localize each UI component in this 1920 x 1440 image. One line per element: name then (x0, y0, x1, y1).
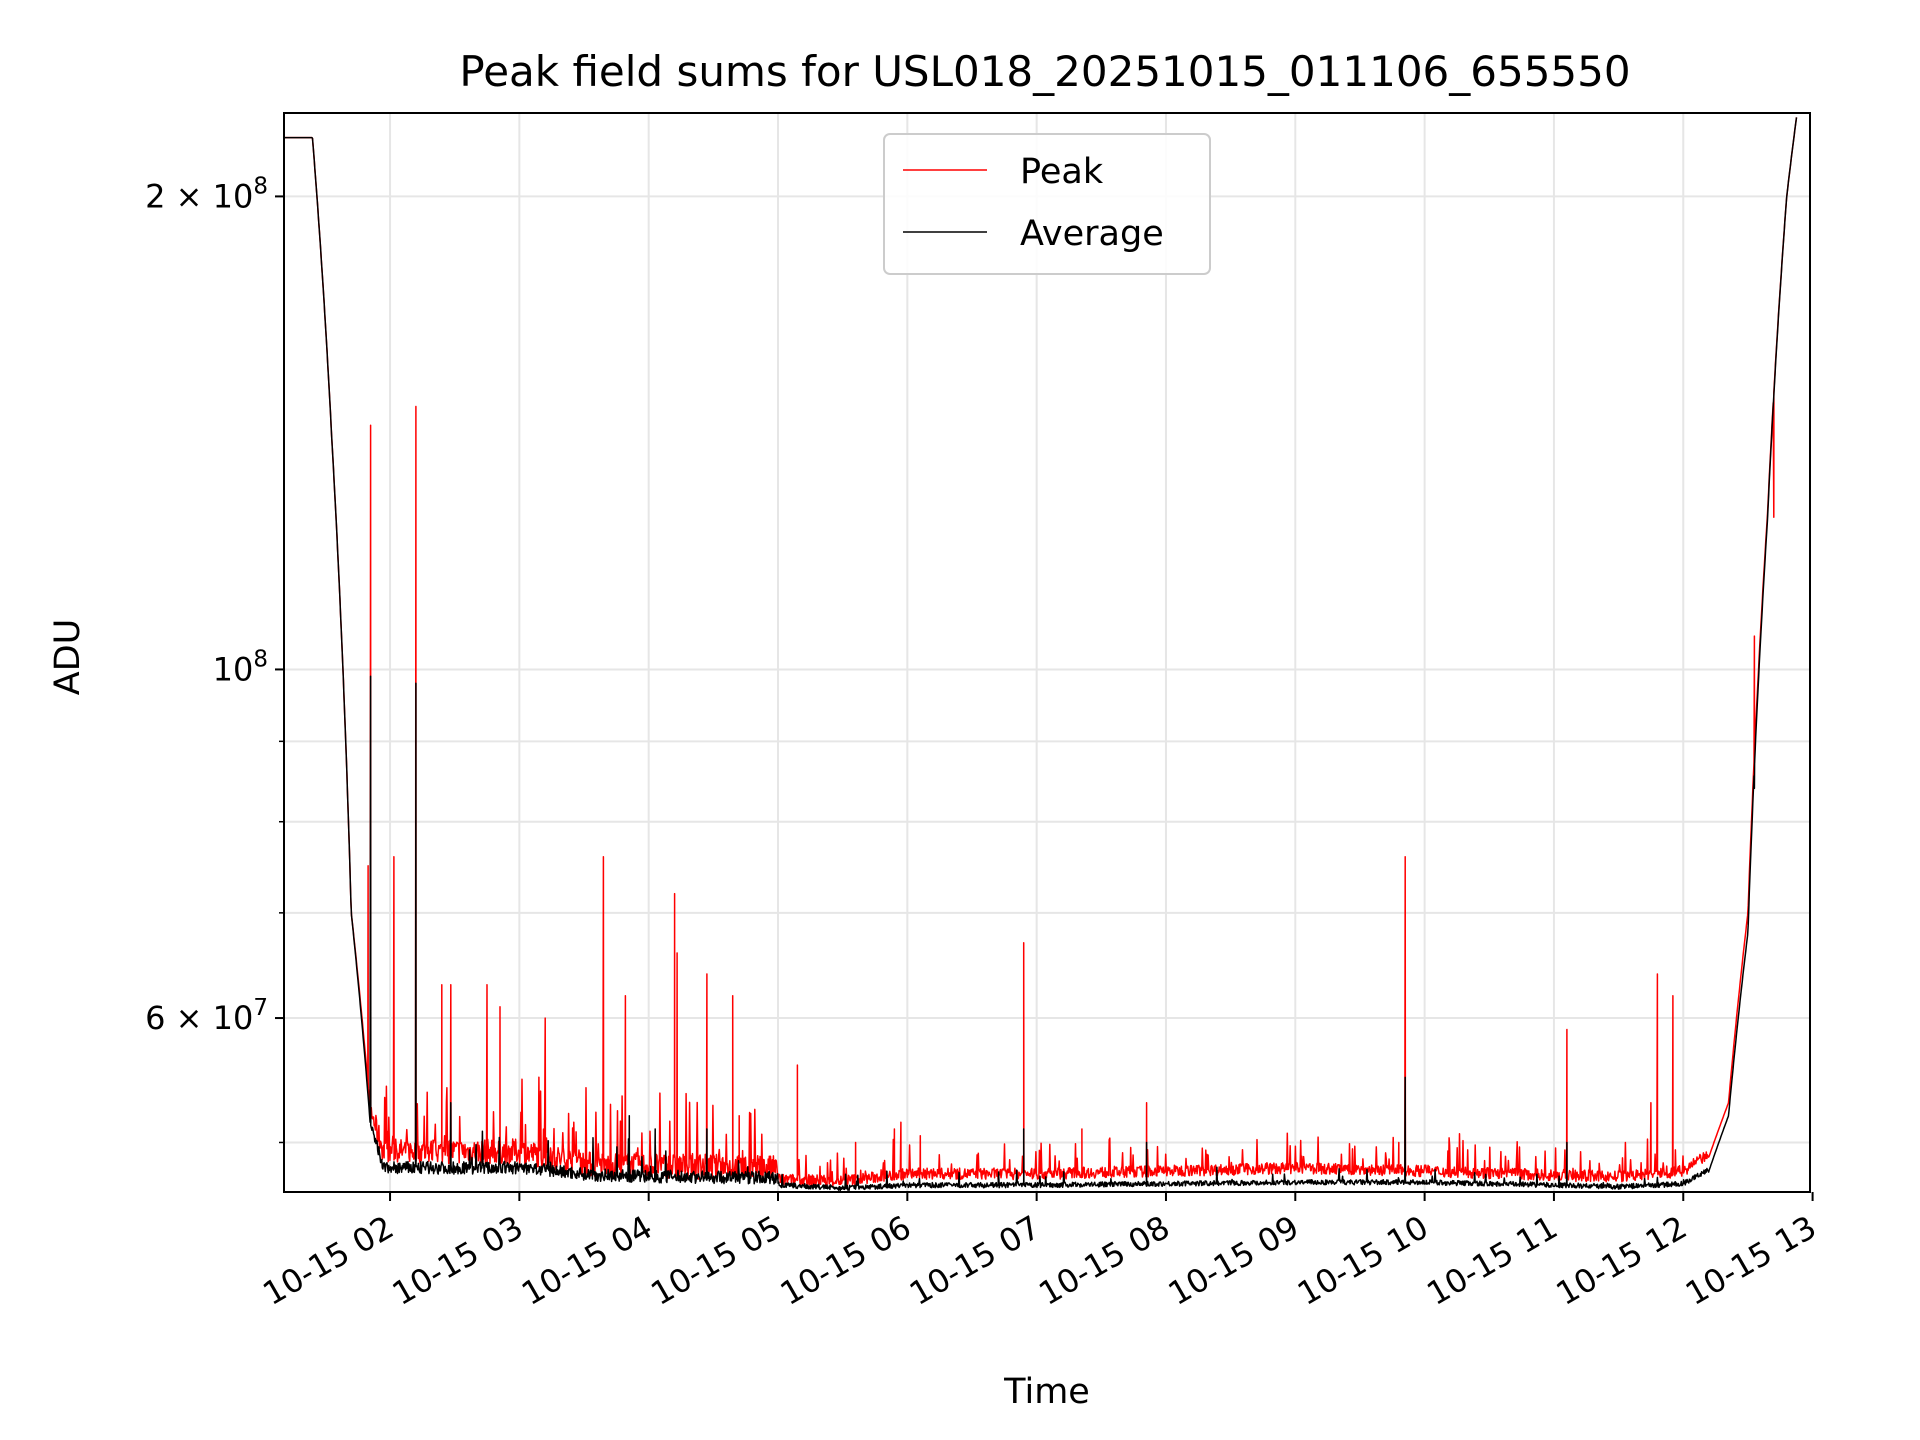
chart-title: Peak field sums for USL018_20251015_0111… (459, 47, 1630, 96)
x-axis-label: Time (1003, 1372, 1090, 1412)
plot-frame (283, 112, 1811, 1193)
legend-box (883, 133, 1211, 275)
y-tick-label: 2 × 108 (145, 173, 268, 215)
y-tick-label: 6 × 107 (145, 995, 268, 1037)
y-axis-label: ADU (48, 619, 88, 696)
series-line-average (283, 117, 1798, 1192)
legend-label-peak: Peak (1020, 152, 1104, 192)
legend: Peak Average (883, 133, 1211, 275)
grid (284, 113, 1810, 1192)
legend-label-average: Average (1020, 214, 1164, 254)
series-line-peak (283, 117, 1798, 1188)
y-tick-label: 108 (213, 646, 268, 688)
y-axis: 6 × 107 108 2 × 108 (145, 173, 284, 1144)
series-group (283, 117, 1798, 1192)
